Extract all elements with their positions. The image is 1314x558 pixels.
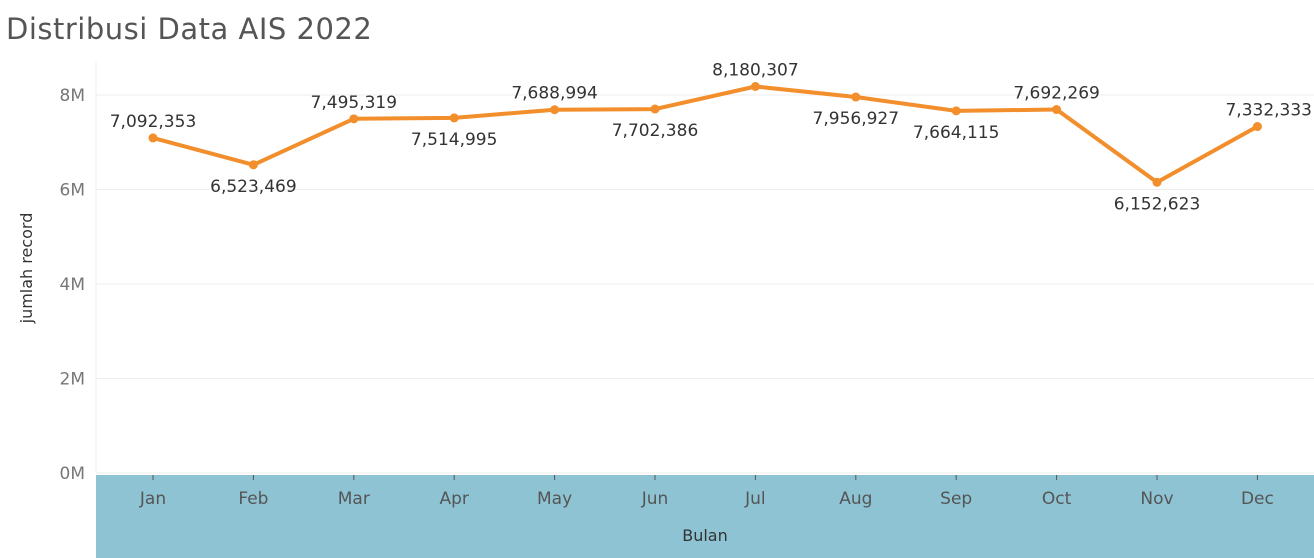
data-point	[650, 104, 660, 114]
data-label: 7,956,927	[813, 109, 900, 129]
y-tick-label: 0M	[60, 464, 85, 484]
data-label: 7,702,386	[612, 121, 699, 141]
data-label: 7,332,333	[1225, 101, 1312, 121]
data-point	[248, 160, 258, 170]
x-tick-label: Jun	[641, 489, 669, 509]
chart-title: Distribusi Data AIS 2022	[6, 12, 373, 46]
y-tick-label: 6M	[60, 181, 85, 201]
x-tick-label: Mar	[338, 489, 370, 509]
data-label: 7,092,353	[110, 112, 197, 132]
x-tick-label: Sep	[940, 489, 972, 509]
x-tick-label: May	[537, 489, 572, 509]
data-point	[750, 81, 760, 91]
series-line	[151, 84, 1260, 185]
data-label: 7,514,995	[411, 130, 498, 150]
y-tick-label: 8M	[60, 86, 85, 106]
data-label: 7,495,319	[311, 93, 398, 113]
data-label: 7,688,994	[511, 84, 598, 104]
data-label: 6,152,623	[1114, 194, 1201, 214]
data-point	[851, 92, 861, 102]
x-axis-band	[96, 475, 1314, 558]
x-tick-label: Aug	[839, 489, 872, 509]
data-point	[349, 114, 359, 124]
data-point	[1052, 105, 1062, 115]
data-label: 7,664,115	[913, 123, 1000, 143]
y-axis-ticks: 0M 2M 4M 6M 8M	[60, 86, 85, 484]
data-point	[550, 105, 560, 115]
x-tick-label: Feb	[238, 489, 268, 509]
x-axis-ticks: Jan Feb Mar Apr May Jun Jul Aug Sep Oct Nov Dec	[139, 475, 1274, 509]
x-tick-label: Dec	[1241, 489, 1274, 509]
data-labels: 7,092,353 6,523,469 7,495,319 7,514,995 7,68…	[110, 60, 1312, 214]
y-axis-title: jumlah record	[17, 213, 36, 325]
data-point	[1152, 177, 1162, 187]
x-tick-label: Nov	[1140, 489, 1173, 509]
x-tick-label: Jul	[744, 489, 766, 509]
data-label: 6,523,469	[210, 177, 297, 197]
x-tick-label: Apr	[439, 489, 468, 509]
data-label: 8,180,307	[712, 60, 799, 80]
y-tick-label: 4M	[60, 275, 85, 295]
data-point	[449, 113, 459, 123]
data-point	[148, 133, 158, 143]
x-tick-label: Jan	[139, 489, 166, 509]
data-label: 7,692,269	[1013, 84, 1100, 104]
data-point	[1252, 122, 1262, 132]
gridlines	[95, 62, 1314, 474]
x-tick-label: Oct	[1042, 489, 1072, 509]
data-points	[148, 81, 1262, 187]
y-tick-label: 2M	[60, 370, 85, 390]
data-point	[951, 106, 961, 116]
x-axis-title: Bulan	[682, 526, 728, 545]
